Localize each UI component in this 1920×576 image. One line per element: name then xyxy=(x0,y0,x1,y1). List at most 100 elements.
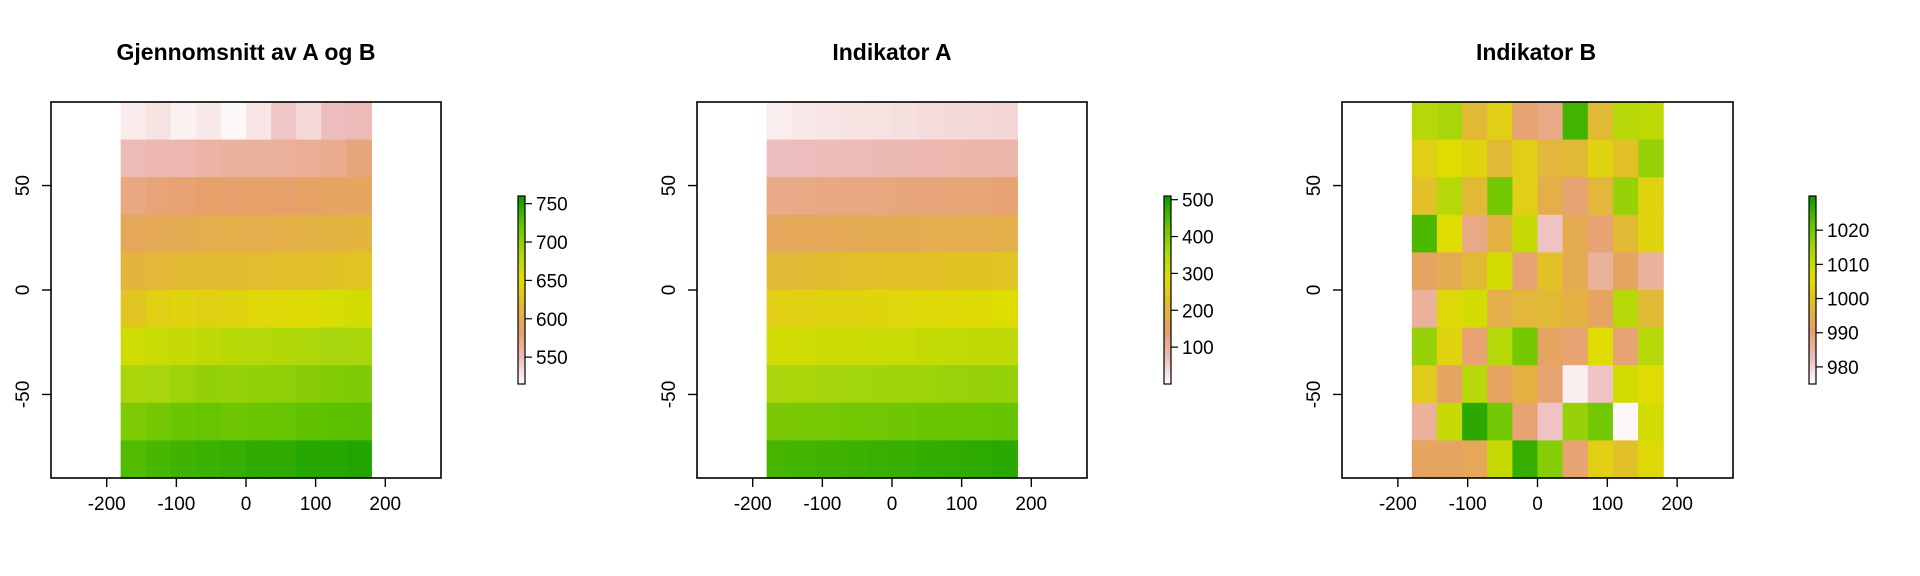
heatmap-cell xyxy=(296,139,322,178)
heatmap-cell xyxy=(1537,139,1564,178)
heatmap-cell xyxy=(321,327,347,366)
legend-swatch xyxy=(1809,208,1816,213)
legend-swatch xyxy=(1809,337,1816,341)
legend-swatch xyxy=(518,243,525,247)
heatmap-cell xyxy=(195,139,222,178)
legend-swatch xyxy=(518,299,525,304)
legend-swatch xyxy=(518,365,525,369)
legend-swatch xyxy=(518,271,525,275)
legend-swatch xyxy=(1809,236,1816,241)
heatmap-cell xyxy=(866,102,893,141)
heatmap-cell xyxy=(296,402,322,441)
panel-title: Gjennomsnitt av A og B xyxy=(117,39,376,65)
heatmap-cell xyxy=(967,139,993,178)
heatmap-cell xyxy=(841,327,868,366)
heatmap-cell xyxy=(346,139,372,178)
heatmap-cell xyxy=(942,327,968,366)
y-tick-label: -50 xyxy=(13,381,34,408)
heatmap-cell xyxy=(346,365,372,404)
heatmap-cell xyxy=(120,252,147,291)
heatmap-cell xyxy=(1562,402,1589,441)
legend-swatch xyxy=(518,217,525,222)
heatmap-cell xyxy=(1487,327,1513,366)
heatmap-cell xyxy=(866,177,893,216)
x-tick-label: 100 xyxy=(300,494,332,515)
heatmap-cell xyxy=(271,139,297,178)
legend-swatch xyxy=(518,286,525,291)
legend-swatch xyxy=(518,264,525,269)
heatmap-cell xyxy=(841,102,868,141)
heatmap-cell xyxy=(967,402,993,441)
heatmap-cell xyxy=(841,214,868,253)
legend-swatch xyxy=(1164,352,1171,357)
heatmap-cell xyxy=(917,402,943,441)
heatmap-cell xyxy=(1487,365,1513,404)
heatmap-cell xyxy=(942,252,968,291)
heatmap-cell xyxy=(1562,252,1589,291)
heatmap-cell xyxy=(942,139,968,178)
heatmap-cell xyxy=(120,177,147,216)
heatmap-cell xyxy=(220,402,247,441)
x-tick-label: -200 xyxy=(734,494,772,515)
legend-swatch xyxy=(1809,321,1816,325)
legend-swatch xyxy=(1164,261,1171,266)
heatmap-cell xyxy=(1638,252,1664,291)
legend-tick-label: 500 xyxy=(1182,191,1214,212)
legend-swatch xyxy=(1164,196,1171,200)
heatmap-cell xyxy=(246,252,272,291)
heatmap-cell xyxy=(766,440,793,479)
heatmap-cell xyxy=(271,214,297,253)
heatmap-cell xyxy=(1612,440,1639,479)
heatmap-cell xyxy=(170,440,197,479)
heatmap-cell xyxy=(841,252,868,291)
legend-tick-label: 990 xyxy=(1827,324,1859,345)
legend-swatch xyxy=(1164,277,1171,282)
heatmap-cell xyxy=(1562,177,1589,216)
legend-swatch xyxy=(1809,311,1816,316)
legend-swatch xyxy=(1809,217,1816,222)
heatmap-cell xyxy=(766,252,793,291)
y-tick-label: 50 xyxy=(659,175,680,196)
heatmap-cell xyxy=(866,327,893,366)
legend-swatch xyxy=(1809,271,1816,275)
legend-swatch xyxy=(1809,299,1816,304)
legend-swatch xyxy=(1809,352,1816,357)
heatmap-cell xyxy=(170,290,197,329)
x-tick-label: 0 xyxy=(1532,494,1543,515)
legend-swatch xyxy=(1164,340,1171,344)
legend-swatch xyxy=(1809,371,1816,376)
heatmap-cell xyxy=(120,102,147,141)
heatmap-cell xyxy=(1612,177,1639,216)
legend-swatch xyxy=(518,358,525,363)
legend-swatch xyxy=(518,274,525,278)
heatmap-cell xyxy=(220,440,247,479)
heatmap-cell xyxy=(766,177,793,216)
heatmap-cell xyxy=(992,214,1018,253)
legend-swatch xyxy=(1164,327,1171,332)
heatmap-cell xyxy=(321,177,347,216)
heatmap-cell xyxy=(1411,365,1438,404)
heatmap-cell xyxy=(992,440,1018,479)
legend-swatch xyxy=(1809,305,1816,310)
legend-swatch xyxy=(1809,327,1816,332)
legend-swatch xyxy=(518,205,525,210)
x-tick-label: -100 xyxy=(803,494,841,515)
legend-swatch xyxy=(1164,311,1171,316)
heatmap-cell xyxy=(271,102,297,141)
legend-frame xyxy=(517,195,526,385)
heatmap-cell xyxy=(1537,252,1564,291)
heatmap-cell xyxy=(1512,440,1539,479)
heatmap-cell xyxy=(296,214,322,253)
heatmap-cell xyxy=(170,327,197,366)
legend-swatch xyxy=(1164,374,1171,379)
heatmap-cell xyxy=(246,327,272,366)
legend-swatch xyxy=(518,327,525,332)
heatmap-cell xyxy=(321,365,347,404)
heatmap-cell xyxy=(1487,440,1513,479)
heatmap-cell xyxy=(892,365,918,404)
heatmap-cell xyxy=(346,252,372,291)
heatmap-cell xyxy=(1512,365,1539,404)
heatmap-cell xyxy=(271,252,297,291)
heatmap-cell xyxy=(942,214,968,253)
